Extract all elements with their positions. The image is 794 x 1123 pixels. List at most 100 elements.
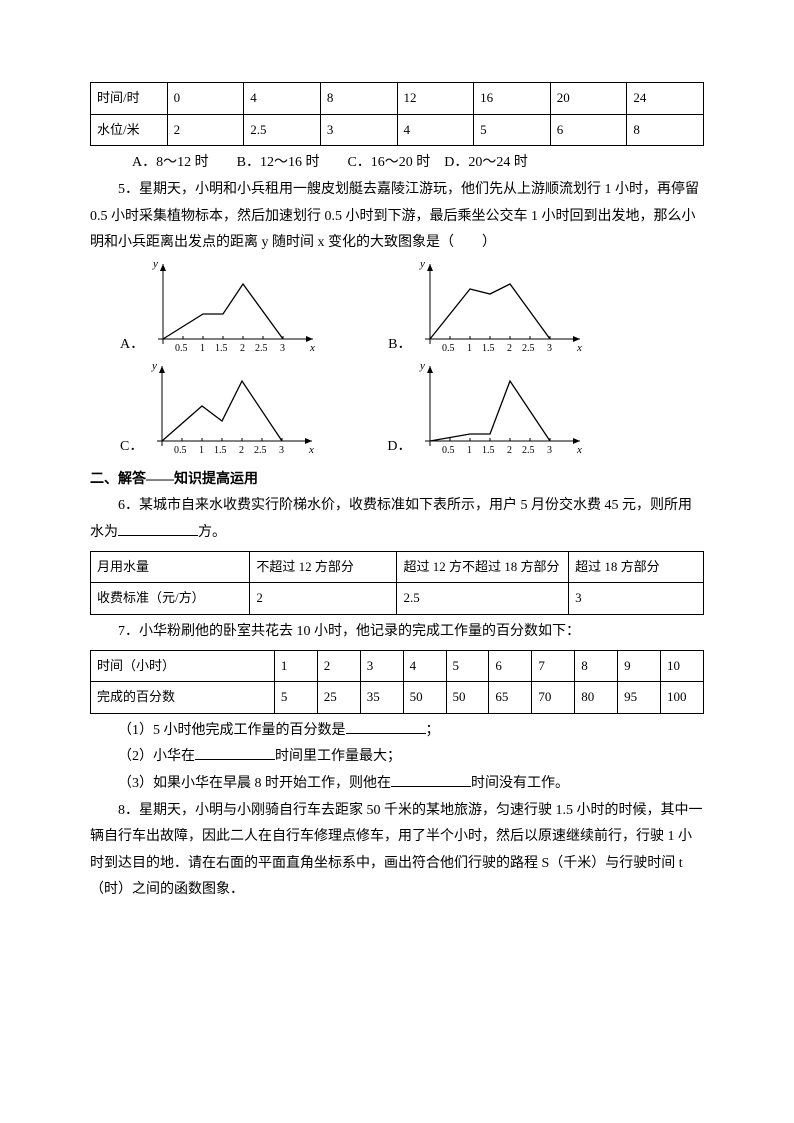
- table-row: 收费标准（元/方） 2 2.5 3: [91, 583, 704, 615]
- svg-text:0.5: 0.5: [174, 445, 187, 456]
- q8-text: 8．星期天，小明与小刚骑自行车去距家 50 千米的某地旅游，匀速行驶 1.5 小…: [90, 798, 704, 904]
- q7-2-blank: [195, 746, 275, 760]
- q6-text-b: 方。: [198, 525, 226, 540]
- cell: 65: [489, 682, 532, 714]
- graph-b: y x 0.5 1 1.5 2 2.5 3: [415, 259, 585, 359]
- cell: 4: [403, 650, 446, 682]
- section-2-heading: 二、解答——知识提高运用: [90, 467, 704, 494]
- svg-text:2.5: 2.5: [522, 445, 535, 456]
- cell: 2.5: [397, 583, 569, 615]
- svg-text:1.5: 1.5: [214, 445, 227, 456]
- cell: 9: [618, 650, 661, 682]
- cell: 50: [446, 682, 489, 714]
- svg-text:x: x: [308, 444, 314, 456]
- svg-text:1: 1: [467, 445, 472, 456]
- cell: 100: [661, 682, 704, 714]
- cell: 12: [397, 83, 474, 115]
- svg-text:2: 2: [507, 343, 512, 354]
- q7-sub2: （2）小华在 时间里工作量最大；: [90, 744, 704, 771]
- graph-label-c: C．: [120, 434, 143, 461]
- graph-label-b: B．: [388, 332, 411, 359]
- q7-1-blank: [346, 720, 426, 734]
- graph-d: y x 0.5 1 1.5 2 2.5 3: [415, 361, 585, 461]
- cell: 5: [446, 650, 489, 682]
- svg-text:3: 3: [547, 445, 552, 456]
- table-time-water: 时间/时 0 4 8 12 16 20 24 水位/米 2 2.5 3 4 5 …: [90, 82, 704, 146]
- cell: 95: [618, 682, 661, 714]
- svg-text:0.5: 0.5: [175, 343, 188, 354]
- svg-text:3: 3: [279, 445, 284, 456]
- svg-text:1.5: 1.5: [482, 343, 495, 354]
- q7-text: 7．小华粉刷他的卧室共花去 10 小时，他记录的完成工作量的百分数如下：: [90, 619, 704, 646]
- cell: 3: [360, 650, 403, 682]
- cell: 2: [250, 583, 397, 615]
- cell: 6: [550, 114, 627, 146]
- cell: 20: [550, 83, 627, 115]
- q4-options: A．8～12 时 B．12～16 时 C．16～20 时 D．20～24 时: [90, 150, 704, 177]
- cell: 70: [532, 682, 575, 714]
- cell: 月用水量: [91, 551, 250, 583]
- q7-sub3: （3）如果小华在早晨 8 时开始工作，则他在 时间没有工作。: [90, 771, 704, 798]
- q7-2b: 时间里工作量最大；: [275, 749, 401, 764]
- q5-text: 5．星期天，小明和小兵租用一艘皮划艇去嘉陵江游玩，他们先从上游顺流划行 1 小时…: [90, 177, 704, 257]
- cell: 0: [167, 83, 244, 115]
- q7-1a: （1）5 小时他完成工作量的百分数是: [118, 723, 346, 738]
- svg-text:2.5: 2.5: [254, 445, 267, 456]
- svg-text:y: y: [419, 259, 425, 270]
- q7-3-blank: [391, 773, 471, 787]
- table-row: 时间/时 0 4 8 12 16 20 24: [91, 83, 704, 115]
- cell: 3: [320, 114, 397, 146]
- q7-2a: （2）小华在: [118, 749, 195, 764]
- graph-row-1: A． y x 0.5 1 1.5 2 2.5 3 B． y x 0.5 1: [90, 259, 704, 359]
- cell: 收费标准（元/方）: [91, 583, 250, 615]
- svg-text:3: 3: [547, 343, 552, 354]
- table-row: 水位/米 2 2.5 3 4 5 6 8: [91, 114, 704, 146]
- cell: 2: [167, 114, 244, 146]
- svg-text:y: y: [419, 361, 425, 372]
- svg-text:2: 2: [507, 445, 512, 456]
- cell: 6: [489, 650, 532, 682]
- q7-3a: （3）如果小华在早晨 8 时开始工作，则他在: [118, 776, 391, 791]
- cell: 超过 12 方不超过 18 方部分: [397, 551, 569, 583]
- table-row: 月用水量 不超过 12 方部分 超过 12 方不超过 18 方部分 超过 18 …: [91, 551, 704, 583]
- cell: 50: [403, 682, 446, 714]
- table-water-price: 月用水量 不超过 12 方部分 超过 12 方不超过 18 方部分 超过 18 …: [90, 551, 704, 615]
- cell: 5: [274, 682, 317, 714]
- cell: 35: [360, 682, 403, 714]
- q7-1b: ；: [426, 723, 440, 738]
- cell: 4: [244, 83, 321, 115]
- svg-text:0.5: 0.5: [442, 445, 455, 456]
- svg-text:y: y: [152, 259, 158, 270]
- cell: 24: [627, 83, 704, 115]
- svg-text:2: 2: [239, 445, 244, 456]
- svg-text:1: 1: [200, 343, 205, 354]
- graph-row-2: C． y x 0.5 1 1.5 2 2.5 3 D． y x 0.5 1: [90, 361, 704, 461]
- q7-3b: 时间没有工作。: [471, 776, 569, 791]
- cell: 2.5: [244, 114, 321, 146]
- cell: 不超过 12 方部分: [250, 551, 397, 583]
- cell: 25: [317, 682, 360, 714]
- cell: 8: [320, 83, 397, 115]
- svg-text:1: 1: [199, 445, 204, 456]
- q6-text: 6．某城市自来水收费实行阶梯水价，收费标准如下表所示，用户 5 月份交水费 45…: [90, 493, 704, 546]
- table-row: 时间（小时） 1 2 3 4 5 6 7 8 9 10: [91, 650, 704, 682]
- cell: 8: [627, 114, 704, 146]
- svg-text:x: x: [309, 342, 315, 354]
- cell: 7: [532, 650, 575, 682]
- cell: 3: [569, 583, 704, 615]
- svg-text:x: x: [576, 342, 582, 354]
- svg-text:3: 3: [280, 343, 285, 354]
- cell: 5: [474, 114, 551, 146]
- table-paint-progress: 时间（小时） 1 2 3 4 5 6 7 8 9 10 完成的百分数 5 25 …: [90, 650, 704, 714]
- svg-text:1: 1: [467, 343, 472, 354]
- cell: 完成的百分数: [91, 682, 275, 714]
- svg-text:1.5: 1.5: [482, 445, 495, 456]
- svg-text:x: x: [576, 444, 582, 456]
- svg-text:y: y: [151, 361, 157, 372]
- svg-text:2.5: 2.5: [522, 343, 535, 354]
- graph-label-d: D．: [387, 434, 411, 461]
- cell: 2: [317, 650, 360, 682]
- cell: 时间/时: [91, 83, 168, 115]
- cell: 4: [397, 114, 474, 146]
- cell: 80: [575, 682, 618, 714]
